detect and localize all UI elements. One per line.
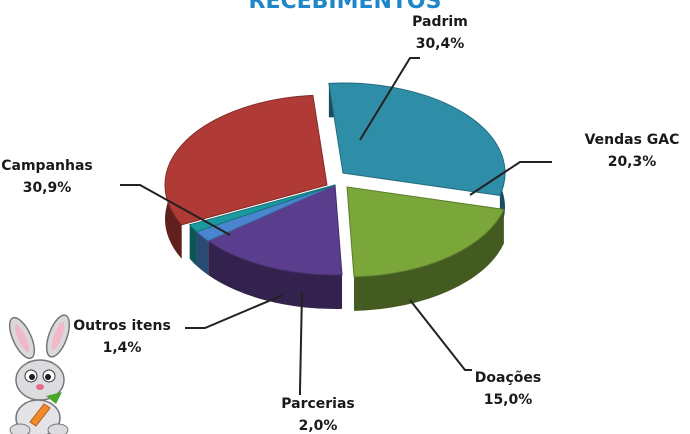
slice-label-vendas-gac: Vendas GAC bbox=[585, 132, 680, 148]
slice-value-campanhas: 30,9% bbox=[23, 180, 72, 196]
slice-value-vendas-gac: 20,3% bbox=[608, 154, 657, 170]
pie-slice-vendas-gac bbox=[346, 186, 505, 278]
bunny-holding-carrot-icon bbox=[8, 314, 71, 434]
leader-line-campanhas bbox=[120, 184, 231, 236]
slice-value-doacoes: 15,0% bbox=[484, 392, 533, 408]
pie-slice-campanhas bbox=[164, 94, 328, 226]
leader-line-doacoes bbox=[409, 299, 472, 371]
leader-line-outros-itens bbox=[185, 294, 284, 329]
pie-tops bbox=[164, 82, 506, 278]
pie-slice-doacoes bbox=[207, 184, 343, 276]
leader-line-vendas-gac bbox=[469, 161, 552, 196]
slice-label-padrim: Padrim bbox=[412, 14, 468, 30]
chart-title: RECEBIMENTOS bbox=[249, 0, 442, 14]
pie-slice-padrim bbox=[328, 82, 506, 196]
slice-value-padrim: 30,4% bbox=[416, 36, 465, 52]
pie-slice-side-doacoes bbox=[208, 241, 343, 310]
pie-leader-lines bbox=[120, 57, 552, 395]
slice-label-campanhas: Campanhas bbox=[1, 158, 93, 174]
pie-slice-side-parcerias bbox=[196, 231, 209, 276]
slice-label-outros-itens: Outros itens bbox=[73, 318, 171, 334]
pie-slice-outros-itens bbox=[188, 184, 336, 233]
slice-label-doacoes: Doações bbox=[475, 370, 541, 386]
pie-slice-side-outros-itens bbox=[189, 224, 197, 266]
leader-line-parcerias bbox=[299, 291, 303, 395]
slice-value-parcerias: 2,0% bbox=[299, 418, 338, 434]
slice-value-outros-itens: 1,4% bbox=[103, 340, 142, 356]
pie-slice-side-vendas-gac bbox=[354, 209, 504, 311]
pie-labels: Padrim 30,4% Vendas GAC 20,3% Doações 15,0% Pa… bbox=[1, 14, 679, 434]
slice-label-parcerias: Parcerias bbox=[281, 396, 355, 412]
leader-line-padrim bbox=[359, 57, 420, 141]
